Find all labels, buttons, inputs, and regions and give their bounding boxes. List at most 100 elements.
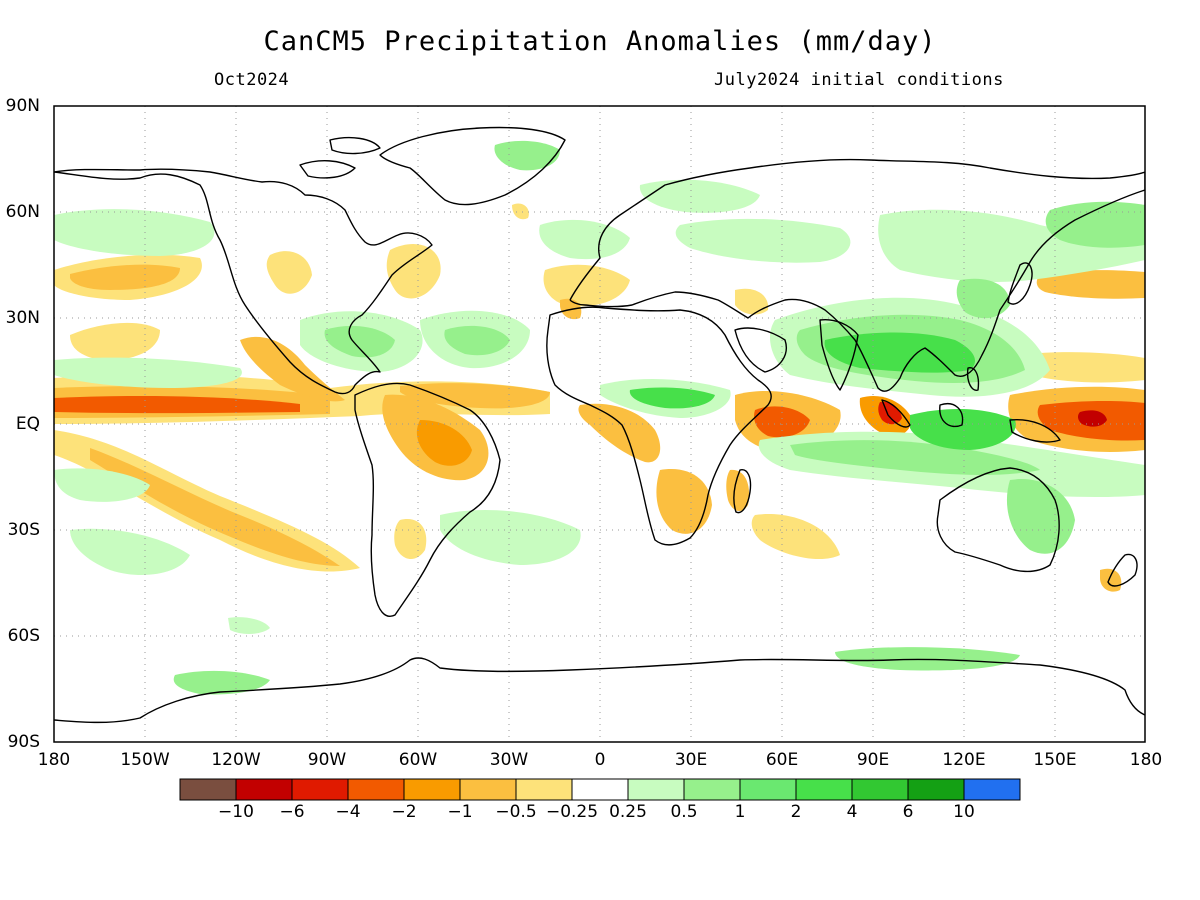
colorbar-swatch [347, 778, 405, 801]
wet-region-arctic-russia [639, 179, 760, 213]
wet-region-sahel-core [629, 387, 715, 409]
lat-tick-label: 60S [7, 626, 40, 646]
wet-region-mid-atlantic-core [444, 325, 510, 356]
dry-region-south-indian-ocean [751, 514, 840, 560]
coastline-greenland [379, 126, 566, 206]
lon-tick-label: 60E [765, 750, 799, 770]
colorbar-label: 0.5 [670, 802, 698, 822]
wet-region-west-pacific-north [1045, 201, 1145, 248]
coastline-africa [546, 306, 772, 546]
dry-region-north-africa [543, 264, 630, 307]
colorbar-swatch [515, 778, 573, 801]
wet-region-east-asia-mid [956, 278, 1010, 319]
colorbar-label: 6 [902, 802, 914, 822]
map-title: CanCM5 Precipitation Anomalies (mm/day) [263, 26, 937, 57]
coastline-borneo [939, 403, 964, 428]
colorbar-label: −0.25 [545, 802, 599, 822]
colorbar-swatch [907, 778, 965, 801]
dry-region-amazon-core [416, 420, 472, 466]
colorbar-label: −10 [218, 802, 254, 822]
colorbar-swatch [795, 778, 853, 801]
dry-region-west-pacific-subtropics [1018, 352, 1145, 383]
colorbar-swatch [571, 778, 629, 801]
dry-region-new-zealand [1100, 568, 1122, 592]
wet-region-antarctic-pacific [173, 670, 270, 695]
colorbar-label: 10 [953, 802, 975, 822]
lon-tick-label: 0 [594, 750, 606, 770]
wet-region-south-pacific-east [54, 468, 150, 502]
lat-tick-label: 30N [5, 308, 40, 328]
lat-tick-label: 30S [7, 520, 40, 540]
coastline-sumatra [881, 399, 911, 428]
valid-month-label: Oct2024 [214, 70, 290, 90]
lon-tick-label: 150W [120, 750, 170, 770]
dry-region-western-pacific-peak [1077, 410, 1107, 427]
lon-tick-label: 120E [942, 750, 986, 770]
anomaly-field [54, 140, 1145, 695]
wet-region-indian-ocean-south-mid [790, 440, 1040, 475]
wet-region-greenland [494, 140, 560, 171]
dry-region-tropical-atlantic [400, 383, 550, 409]
wet-region-north-pacific-west [54, 209, 215, 256]
lon-tick-label: 30E [674, 750, 708, 770]
lat-tick-label: 90S [7, 732, 40, 752]
coastline-india [819, 318, 859, 391]
initial-conditions-label: July2024 initial conditions [714, 70, 1004, 90]
colorbar-swatch [963, 778, 1021, 801]
wet-region-south-atlantic [440, 510, 581, 565]
coastline-new-zealand [1107, 553, 1138, 587]
lat-tick-label: 60N [5, 202, 40, 222]
coastline-eurasia [569, 158, 1145, 392]
lat-tick-label: 90N [5, 96, 40, 116]
dry-region-us-central [266, 251, 312, 294]
dry-region-us-east [386, 244, 441, 299]
lon-tick-label: 120W [211, 750, 261, 770]
coastline-madagascar [733, 469, 752, 514]
wet-region-caribbean-core [324, 325, 395, 358]
wet-region-north-pacific-east [54, 357, 242, 388]
dry-region-gulf-of-guinea [578, 403, 661, 463]
dry-region-pacific-itcz-strong [54, 396, 300, 414]
colorbar-label: −0.5 [495, 802, 537, 822]
wet-region-europe [539, 219, 630, 260]
colorbar-swatch [235, 778, 293, 801]
coastlines [54, 126, 1145, 724]
dry-region-north-pacific-core [70, 264, 180, 290]
colorbar-label: −1 [447, 802, 473, 822]
wet-region-south-pacific [70, 528, 190, 575]
colorbar-label: −2 [391, 802, 417, 822]
lon-tick-label: 150E [1033, 750, 1077, 770]
map-frame [53, 105, 1146, 743]
colorbar-label: 2 [790, 802, 802, 822]
coastline-japan [1007, 262, 1033, 305]
colorbar-swatch [291, 778, 349, 801]
lon-tick-label: 60W [398, 750, 438, 770]
lon-tick-label: 30W [489, 750, 529, 770]
colorbar-label: 0.25 [609, 802, 647, 822]
coastline-south-america [354, 382, 501, 617]
dry-region-greenland-sea [512, 203, 529, 220]
dry-region-south-pacific-core [90, 448, 340, 566]
wet-region-siberia [675, 218, 851, 263]
colorbar-swatch [459, 778, 517, 801]
wet-region-southern-ocean-atlantic [228, 617, 270, 634]
coastline-arabia [734, 327, 787, 373]
coastline-antarctica [54, 657, 1145, 724]
lat-tick-label: EQ [15, 414, 40, 434]
dry-region-middle-east [735, 288, 769, 315]
lon-tick-label: 180 [37, 750, 71, 770]
dry-region-mexico [240, 336, 345, 402]
lon-tick-label: 90E [856, 750, 890, 770]
wet-region-maritime-continent [910, 408, 1016, 450]
coastline-australia [936, 467, 1060, 573]
colorbar-swatch [851, 778, 909, 801]
lon-tick-label: 180 [1129, 750, 1163, 770]
coastline-canadian-islands [299, 136, 381, 179]
wet-region-east-asia [878, 205, 1145, 282]
wet-region-south-asia-core [824, 332, 975, 373]
colorbar-swatch [683, 778, 741, 801]
colorbar-swatch [627, 778, 685, 801]
coastline-new-guinea [1009, 418, 1061, 443]
dry-region-madagascar [726, 469, 750, 512]
